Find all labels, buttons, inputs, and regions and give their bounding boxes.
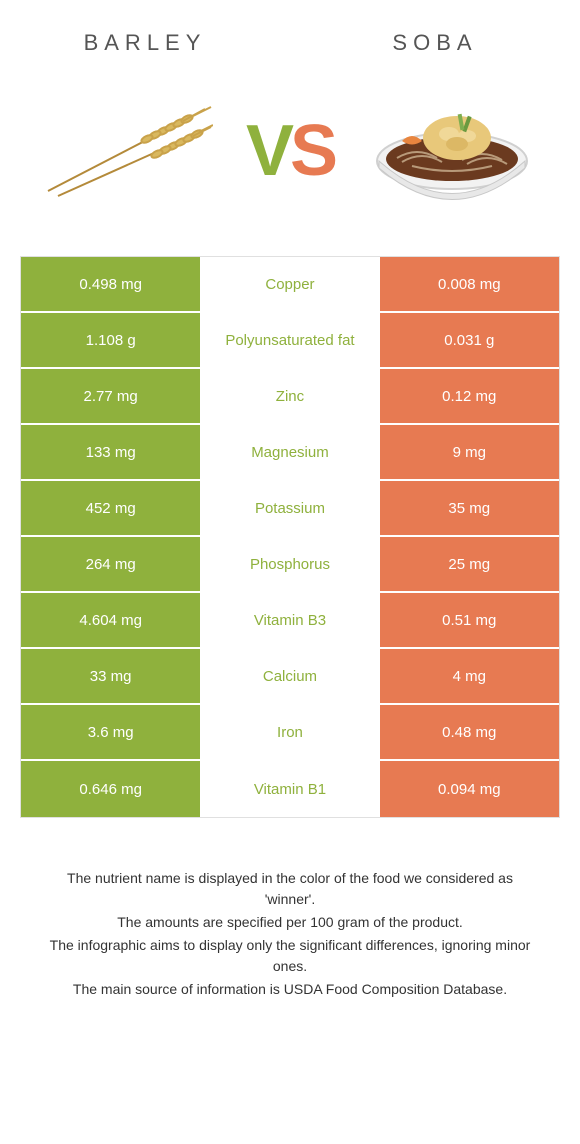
infographic-container: BARLEY SOBA: [0, 0, 580, 1000]
right-food-title: SOBA: [290, 30, 580, 56]
left-value-cell: 452 mg: [21, 481, 200, 535]
left-value-cell: 3.6 mg: [21, 705, 200, 759]
barley-image: [20, 101, 236, 201]
right-value-cell: 35 mg: [380, 481, 559, 535]
left-value-cell: 33 mg: [21, 649, 200, 703]
table-row: 3.6 mgIron0.48 mg: [21, 705, 559, 761]
left-value-cell: 0.498 mg: [21, 257, 200, 311]
right-value-cell: 0.031 g: [380, 313, 559, 367]
nutrient-label-cell: Polyunsaturated fat: [200, 313, 379, 367]
nutrient-label-cell: Copper: [200, 257, 379, 311]
nutrient-table: 0.498 mgCopper0.008 mg1.108 gPolyunsatur…: [20, 256, 560, 818]
vs-v: V: [246, 110, 290, 192]
table-row: 4.604 mgVitamin B30.51 mg: [21, 593, 559, 649]
footnote-line: The nutrient name is displayed in the co…: [40, 868, 540, 910]
left-value-cell: 1.108 g: [21, 313, 200, 367]
table-row: 0.646 mgVitamin B10.094 mg: [21, 761, 559, 817]
left-value-cell: 2.77 mg: [21, 369, 200, 423]
title-row: BARLEY SOBA: [0, 0, 580, 76]
hero-row: VS: [0, 76, 580, 256]
footnote-line: The amounts are specified per 100 gram o…: [40, 912, 540, 933]
nutrient-label-cell: Vitamin B1: [200, 761, 379, 817]
right-value-cell: 9 mg: [380, 425, 559, 479]
table-row: 1.108 gPolyunsaturated fat0.031 g: [21, 313, 559, 369]
left-food-title: BARLEY: [0, 30, 290, 56]
nutrient-label-cell: Phosphorus: [200, 537, 379, 591]
left-value-cell: 0.646 mg: [21, 761, 200, 817]
vs-s: S: [290, 110, 334, 192]
right-value-cell: 0.12 mg: [380, 369, 559, 423]
barley-icon: [43, 101, 213, 201]
left-value-cell: 264 mg: [21, 537, 200, 591]
left-value-cell: 4.604 mg: [21, 593, 200, 647]
nutrient-label-cell: Calcium: [200, 649, 379, 703]
nutrient-label-cell: Zinc: [200, 369, 379, 423]
nutrient-label-cell: Magnesium: [200, 425, 379, 479]
right-value-cell: 0.094 mg: [380, 761, 559, 817]
table-row: 133 mgMagnesium9 mg: [21, 425, 559, 481]
right-value-cell: 25 mg: [380, 537, 559, 591]
table-row: 0.498 mgCopper0.008 mg: [21, 257, 559, 313]
right-value-cell: 4 mg: [380, 649, 559, 703]
nutrient-label-cell: Potassium: [200, 481, 379, 535]
nutrient-label-cell: Iron: [200, 705, 379, 759]
right-value-cell: 0.008 mg: [380, 257, 559, 311]
right-value-cell: 0.48 mg: [380, 705, 559, 759]
footnote-line: The infographic aims to display only the…: [40, 935, 540, 977]
right-value-cell: 0.51 mg: [380, 593, 559, 647]
footnotes: The nutrient name is displayed in the co…: [0, 818, 580, 1000]
soba-image: [344, 86, 560, 216]
table-row: 264 mgPhosphorus25 mg: [21, 537, 559, 593]
left-value-cell: 133 mg: [21, 425, 200, 479]
table-row: 2.77 mgZinc0.12 mg: [21, 369, 559, 425]
soba-icon: [367, 86, 537, 216]
footnote-line: The main source of information is USDA F…: [40, 979, 540, 1000]
nutrient-label-cell: Vitamin B3: [200, 593, 379, 647]
vs-label: VS: [246, 110, 334, 192]
table-row: 33 mgCalcium4 mg: [21, 649, 559, 705]
table-row: 452 mgPotassium35 mg: [21, 481, 559, 537]
